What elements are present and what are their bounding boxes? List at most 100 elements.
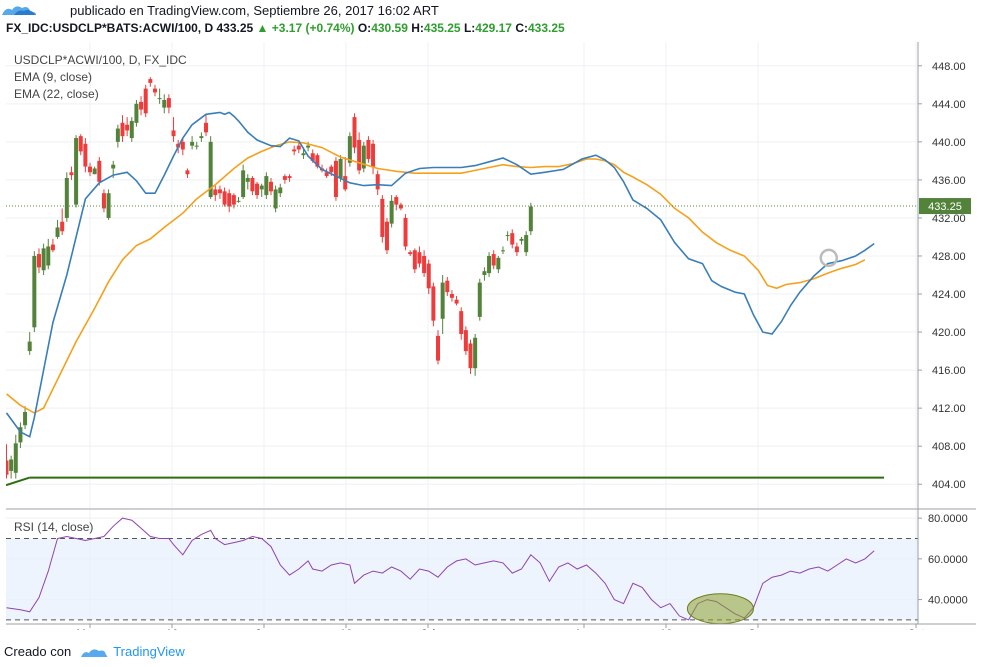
candle-body — [9, 459, 14, 471]
candle-body — [440, 282, 445, 319]
tradingview-logo-icon — [2, 6, 36, 15]
candle-body — [473, 337, 478, 369]
chart-area[interactable]: 404.00 408.00 412.00 416.00 420.00 424.00 428.… — [6, 42, 976, 630]
published-text: publicado en TradingView.com, Septiembre… — [70, 2, 439, 18]
candle-body — [436, 335, 441, 361]
close-label: C: — [515, 21, 528, 35]
candle-body — [357, 139, 362, 171]
candle-body — [282, 176, 287, 180]
symbol-info-line: FX_IDC:USDCLP*BATS:ACWI/100, D 433.25 ▲ … — [6, 21, 565, 35]
last-price-badge-bg — [919, 198, 971, 215]
candlestick-series — [6, 77, 533, 479]
candle-body — [389, 200, 394, 224]
time-axis[interactable]: Mayo 16 Jun 16 Jul Ago 16 Sep Oct — [77, 624, 925, 630]
legend-rsi: RSI (14, close) — [14, 520, 93, 534]
candle-body — [403, 217, 408, 247]
close-value: 433.25 — [528, 21, 565, 35]
rsi-highlight-ellipse[interactable] — [686, 593, 754, 625]
candle-body — [190, 141, 195, 146]
candle-body — [394, 197, 399, 205]
candle-body — [6, 460, 9, 475]
candle-body — [468, 343, 473, 369]
candle-body — [129, 120, 134, 139]
candle-body — [88, 166, 93, 173]
candle-body — [236, 200, 241, 202]
price-tick-label: 424.00 — [932, 289, 966, 301]
ema22-line — [6, 141, 866, 414]
frame-lines — [6, 42, 976, 625]
candle-body — [426, 263, 431, 289]
candle-body — [463, 330, 468, 352]
candle-body — [496, 257, 501, 270]
candle-body — [343, 176, 348, 190]
price-tick-label: 432.00 — [932, 213, 966, 225]
legend-ema9: EMA (9, close) — [14, 70, 92, 84]
candle-body — [445, 280, 450, 293]
candle-body — [97, 160, 102, 182]
candle-body — [352, 117, 357, 148]
candle-body — [171, 130, 176, 137]
candle-body — [36, 254, 41, 268]
candle-body — [245, 177, 250, 182]
candle-body — [324, 172, 329, 177]
candle-body — [329, 166, 334, 173]
candle-body — [18, 427, 23, 443]
support-line-start — [6, 476, 31, 487]
rsi-tick-label: 40.0000 — [928, 595, 968, 607]
candle-body — [384, 221, 389, 251]
candle-body — [166, 98, 171, 108]
candle-body — [180, 141, 185, 150]
legend-title: USDCLP*ACWI/100, D, FX_IDC — [14, 53, 187, 67]
rsi-axis[interactable]: 40.0000 60.0000 80.0000 — [918, 513, 968, 607]
symbol-name: FX_IDC:USDCLP*BATS:ACWI/100, D — [6, 21, 214, 35]
candle-body — [139, 101, 144, 110]
candle-body — [333, 160, 338, 198]
candle-body — [199, 136, 204, 139]
last-price-badge-text: 433.25 — [928, 201, 962, 213]
candle-body — [310, 153, 315, 161]
candle-body — [69, 172, 74, 176]
low-value: 429.17 — [475, 21, 512, 35]
candle-body — [371, 143, 376, 167]
price-tick-label: 428.00 — [932, 251, 966, 263]
candle-body — [143, 88, 148, 114]
candle-body — [315, 155, 320, 167]
candle-body — [120, 122, 125, 137]
candle-body — [347, 136, 352, 163]
time-tick-label: Mayo — [77, 628, 104, 630]
price-axis[interactable]: 404.00 408.00 412.00 416.00 420.00 424.00 428.… — [918, 61, 966, 491]
time-tick-label: Jul — [421, 628, 435, 630]
candle-body — [83, 143, 88, 167]
time-tick-label: Oct — [907, 628, 924, 630]
rsi-tick-label: 60.0000 — [928, 554, 968, 566]
highlight-circle[interactable] — [819, 248, 839, 268]
candle-body — [361, 145, 366, 169]
candle-body — [296, 145, 301, 150]
candle-body — [510, 233, 515, 245]
candle-body — [250, 177, 255, 192]
candle-body — [431, 286, 436, 321]
high-value: 435.25 — [423, 21, 461, 35]
tradingview-cloud-icon — [81, 648, 108, 657]
candle-body — [366, 139, 371, 159]
candle-body — [148, 79, 153, 83]
created-with-text: Creado con — [4, 644, 72, 659]
candle-body — [23, 411, 28, 426]
time-tick-label: 16 — [660, 628, 672, 630]
tradingview-brand-text[interactable]: TradingView — [113, 644, 185, 659]
candle-body — [301, 153, 306, 156]
candle-body — [255, 183, 260, 196]
low-label: L: — [463, 21, 476, 35]
price-tick-label: 440.00 — [932, 137, 966, 149]
candle-body — [412, 250, 417, 270]
footer: Creado con TradingView — [0, 636, 983, 667]
candle-body — [417, 252, 422, 264]
candle-body — [287, 176, 292, 178]
candle-body — [398, 204, 403, 209]
candle-body — [115, 128, 120, 142]
candle-body — [125, 124, 130, 131]
price-tick-label: 404.00 — [932, 479, 966, 491]
candle-body — [213, 189, 218, 196]
time-tick-label: Sep — [748, 628, 768, 630]
high-label: H: — [411, 21, 424, 35]
